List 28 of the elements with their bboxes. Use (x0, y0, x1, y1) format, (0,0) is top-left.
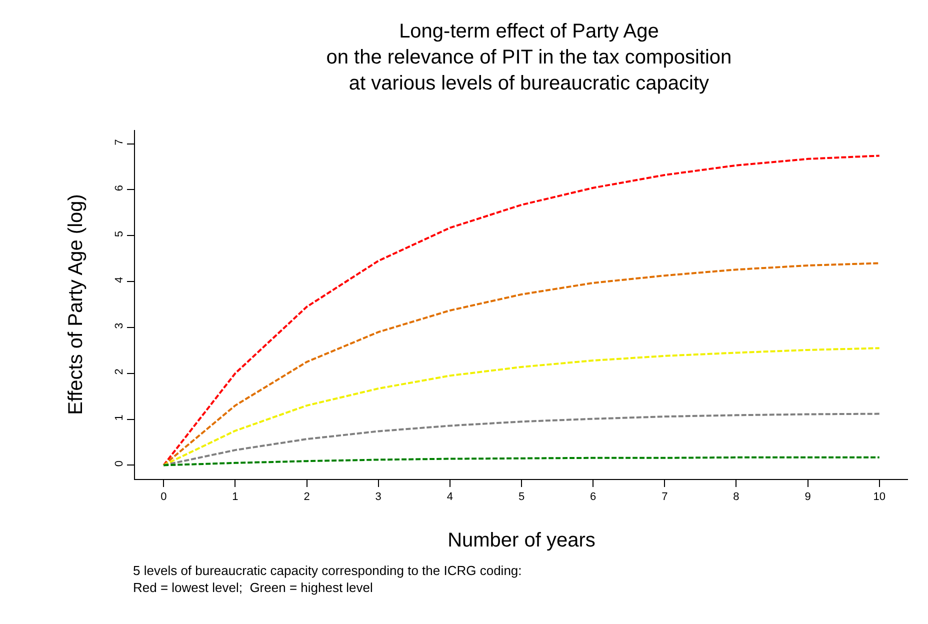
x-tick-label: 0 (160, 491, 167, 504)
line-series (162, 347, 880, 466)
line-series (162, 262, 880, 466)
x-tick-label: 5 (518, 491, 525, 504)
x-tick-label: 4 (446, 491, 453, 504)
y-tick-label: 7 (114, 139, 126, 146)
chart-title: Long-term effect of Party Age on the relevance of PIT in the tax composition at various levels of bureaucratic capacity (326, 20, 732, 94)
y-axis-title: Effects of Party Age (log) (65, 194, 88, 415)
y-tick-label: 1 (114, 414, 126, 421)
y-tick-label: 5 (114, 230, 126, 238)
y-tick-label: 2 (114, 368, 126, 375)
line-series (162, 154, 880, 466)
x-axis-title: Number of years (448, 530, 596, 552)
x-tick-label: 3 (375, 491, 382, 504)
line-series (162, 412, 880, 466)
x-tick-label: 7 (662, 491, 668, 504)
x-tick-label: 8 (733, 491, 740, 504)
line-series (162, 456, 880, 466)
y-tick-label: 4 (114, 276, 126, 283)
x-tick-label: 1 (232, 491, 238, 504)
y-tick-label: 0 (114, 460, 126, 467)
x-tick-label: 2 (304, 491, 310, 504)
x-tick-label: 6 (590, 491, 596, 504)
text: 5 levels of bureaucratic capacity corresponding to the ICRG coding: Red = lowest level; Green = highest level (133, 563, 522, 595)
x-tick-label: 9 (804, 491, 811, 504)
y-tick-label: 3 (114, 322, 126, 329)
y-tick-label: 6 (114, 184, 126, 192)
x-tick-label: 10 (873, 491, 886, 504)
